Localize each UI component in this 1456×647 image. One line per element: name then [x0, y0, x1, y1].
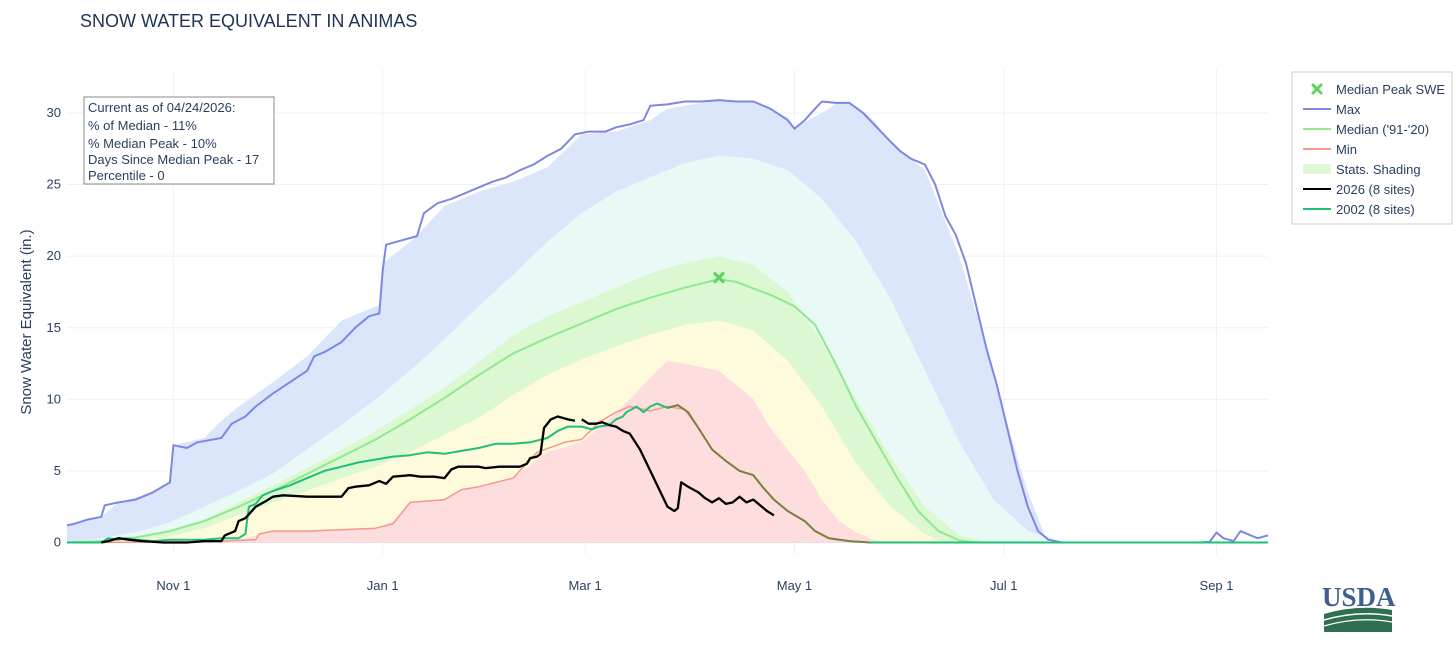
usda-logo-stripe — [1323, 612, 1393, 621]
band-max-to-p90 — [67, 100, 1268, 543]
x-tick-nov-1: Nov 1 — [156, 578, 190, 593]
x-tick-jul-1: Jul 1 — [990, 578, 1017, 593]
usda-logo: USDA — [1322, 582, 1396, 632]
band-p30-to-min — [67, 360, 1268, 543]
y-tick-5: 5 — [54, 463, 61, 478]
legend-item-max[interactable]: Max — [1303, 102, 1361, 117]
legend-item-min[interactable]: Min — [1303, 142, 1357, 157]
legend-symbol-marker — [1311, 83, 1323, 95]
x-tick-jan-1: Jan 1 — [367, 578, 399, 593]
legend-label: Stats. Shading — [1336, 162, 1421, 177]
legend-item-median-91-20[interactable]: Median ('91-'20) — [1303, 122, 1429, 137]
band-p50-to-p30 — [67, 320, 1268, 543]
usda-logo-text: USDA — [1322, 582, 1396, 612]
legend-symbol-fill — [1303, 164, 1331, 174]
plot-area — [66, 70, 1269, 554]
series-lines — [66, 99, 1269, 544]
series-2002-tail-overlapping-min — [667, 404, 871, 544]
series-2026-8-sites — [101, 415, 576, 544]
x-tick-may-1: May 1 — [777, 578, 812, 593]
y-tick-20: 20 — [47, 248, 61, 263]
y-tick-10: 10 — [47, 391, 61, 406]
band-p90-to-p70 — [67, 155, 1268, 543]
y-axis-ticks: 0 5 10 15 20 25 30 — [47, 105, 61, 550]
legend-label: Min — [1336, 142, 1357, 157]
x-axis-ticks: Nov 1 Jan 1 Mar 1 May 1 Jul 1 Sep 1 — [156, 578, 1233, 593]
annotation-line-2: % of Median - 11% — [88, 118, 197, 133]
annotation-line-4: Days Since Median Peak - 17 — [88, 152, 259, 167]
median-peak-marker — [713, 272, 725, 284]
series-median-91-20 — [66, 278, 1268, 544]
y-tick-15: 15 — [47, 320, 61, 335]
chart-title: SNOW WATER EQUIVALENT IN ANIMAS — [80, 11, 417, 31]
stat-bands — [67, 100, 1268, 543]
y-axis-label: Snow Water Equivalent (in.) — [18, 229, 35, 414]
stats-annotation: Current as of 04/24/2026: % of Median - … — [83, 96, 275, 185]
usda-logo-stripe-2 — [1323, 619, 1393, 627]
series-2026-8-sites-recent — [581, 418, 775, 517]
x-tick-sep-1: Sep 1 — [1200, 578, 1234, 593]
legend-label: Median ('91-'20) — [1336, 122, 1429, 137]
y-tick-0: 0 — [54, 535, 61, 550]
y-tick-25: 25 — [47, 177, 61, 192]
legend-label: 2026 (8 sites) — [1336, 182, 1415, 197]
legend-item-2002-8-sites[interactable]: 2002 (8 sites) — [1303, 202, 1415, 217]
legend-label: Max — [1336, 102, 1361, 117]
annotation-line-5: Percentile - 0 — [88, 168, 165, 183]
legend-item-2026-8-sites[interactable]: 2026 (8 sites) — [1303, 182, 1415, 197]
legend-item-stats-shading[interactable]: Stats. Shading — [1303, 162, 1421, 177]
legend-label: Median Peak SWE — [1336, 82, 1445, 97]
band-p70-to-p50 — [67, 256, 1268, 543]
y-tick-30: 30 — [47, 105, 61, 120]
annotation-box — [83, 96, 275, 185]
legend: Median Peak SWE Max Median ('91-'20) Min Sta… — [1291, 71, 1453, 225]
annotation-line-3: % Median Peak - 10% — [88, 136, 217, 151]
median-peak-layer — [713, 272, 725, 284]
series-max — [66, 99, 1269, 544]
legend-item-median-peak-swe[interactable]: Median Peak SWE — [1311, 82, 1445, 97]
legend-label: 2002 (8 sites) — [1336, 202, 1415, 217]
x-tick-mar-1: Mar 1 — [569, 578, 602, 593]
annotation-line-1: Current as of 04/24/2026: — [88, 100, 235, 115]
